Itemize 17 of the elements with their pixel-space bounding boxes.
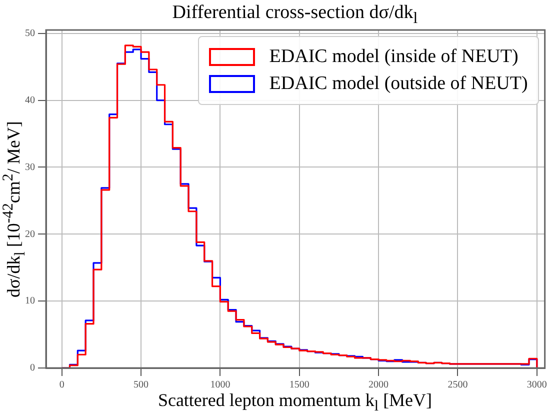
x-tick-label: 0 [59,380,64,391]
x-tick-label: 3000 [526,380,547,391]
y-tick-label: 30 [25,162,35,173]
y-tick-label: 10 [25,296,35,307]
x-tick-label: 2500 [448,380,468,391]
legend-label: EDAIC model (inside of NEUT) [269,46,518,68]
y-tick-label: 20 [25,228,35,240]
y-tick-label: 0 [30,362,35,374]
x-tick-label: 1500 [289,380,310,391]
y-tick-label: 50 [25,28,35,39]
legend-label: EDAIC model (outside of NEUT) [269,73,528,95]
chart-title: Differential cross-section dσ/dk$_{l}$ [171,2,419,28]
y-tick-label: 40 [25,94,35,106]
x-tick-label: 500 [134,380,149,391]
x-tick-label: 1000 [210,380,230,391]
x-tick-label: 2000 [368,380,389,391]
x-axis-title: Scattered lepton momentum k$_{l}$ [MeV] [156,390,434,416]
